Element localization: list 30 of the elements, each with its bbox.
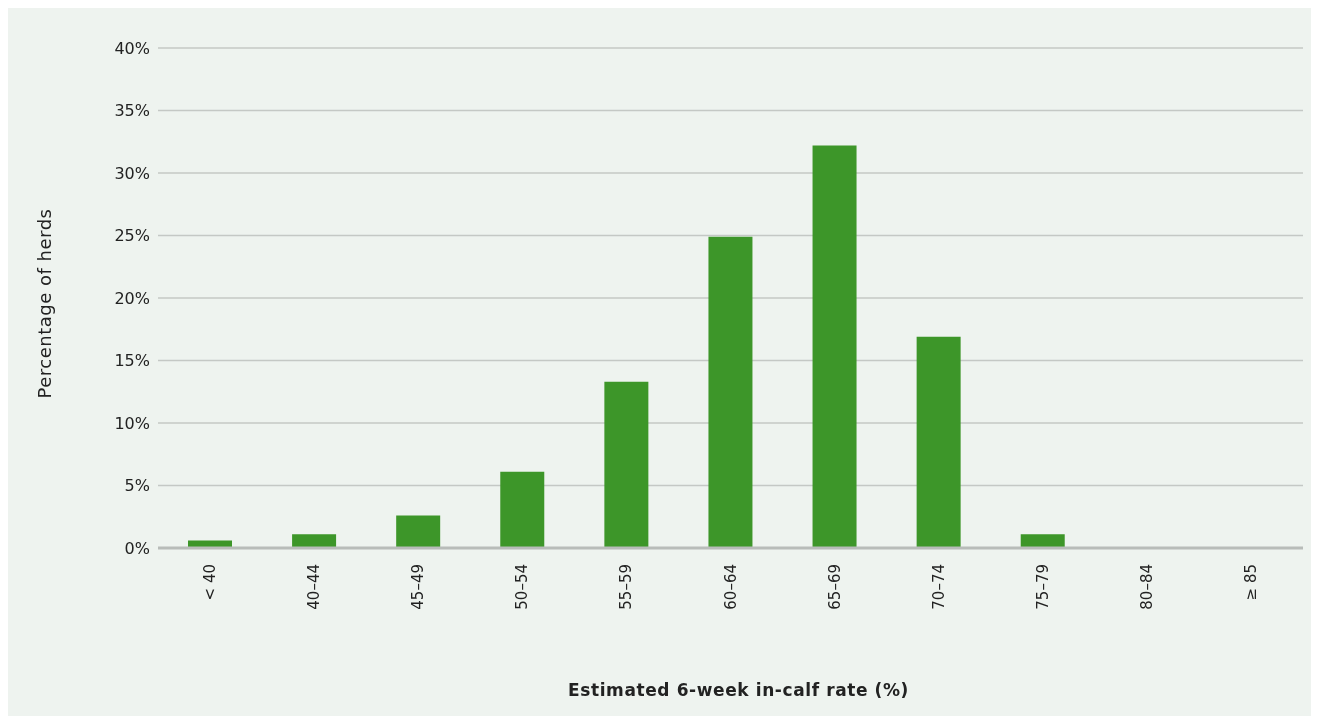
y-tick-label: 35%	[114, 101, 150, 121]
x-tick-label: 75–79	[1033, 564, 1052, 610]
x-tick-label: 60–64	[721, 564, 740, 610]
x-tick-label: ≥ 85	[1241, 564, 1260, 601]
bar	[708, 236, 753, 548]
x-tick-label: 40–44	[305, 564, 324, 610]
y-tick-label: 40%	[114, 38, 150, 58]
y-tick-label: 10%	[114, 413, 150, 433]
y-tick-label: 25%	[114, 226, 150, 246]
y-tick-label: 20%	[114, 288, 150, 308]
bar	[812, 145, 857, 548]
x-tick-label: 50–54	[513, 564, 532, 610]
bar	[604, 381, 649, 548]
y-tick-label: 30%	[114, 163, 150, 183]
x-tick-label: 65–69	[825, 564, 844, 610]
bar	[396, 515, 441, 548]
bar	[500, 471, 545, 548]
x-tick-label: 55–59	[617, 564, 636, 610]
x-axis-title: Estimated 6-week in-calf rate (%)	[567, 680, 910, 700]
y-tick-label: 0%	[124, 538, 150, 558]
y-tick-label: 5%	[124, 476, 150, 496]
bar	[1020, 534, 1065, 548]
x-tick-label: 80–84	[1137, 564, 1156, 610]
y-axis-title: Percentage of herds	[34, 208, 56, 398]
x-tick-label: 70–74	[929, 564, 948, 610]
x-tick-label: 45–49	[409, 564, 428, 610]
x-tick-label: < 40	[201, 564, 220, 601]
bar	[292, 534, 337, 548]
bar	[916, 336, 961, 548]
y-tick-label: 15%	[114, 351, 150, 371]
